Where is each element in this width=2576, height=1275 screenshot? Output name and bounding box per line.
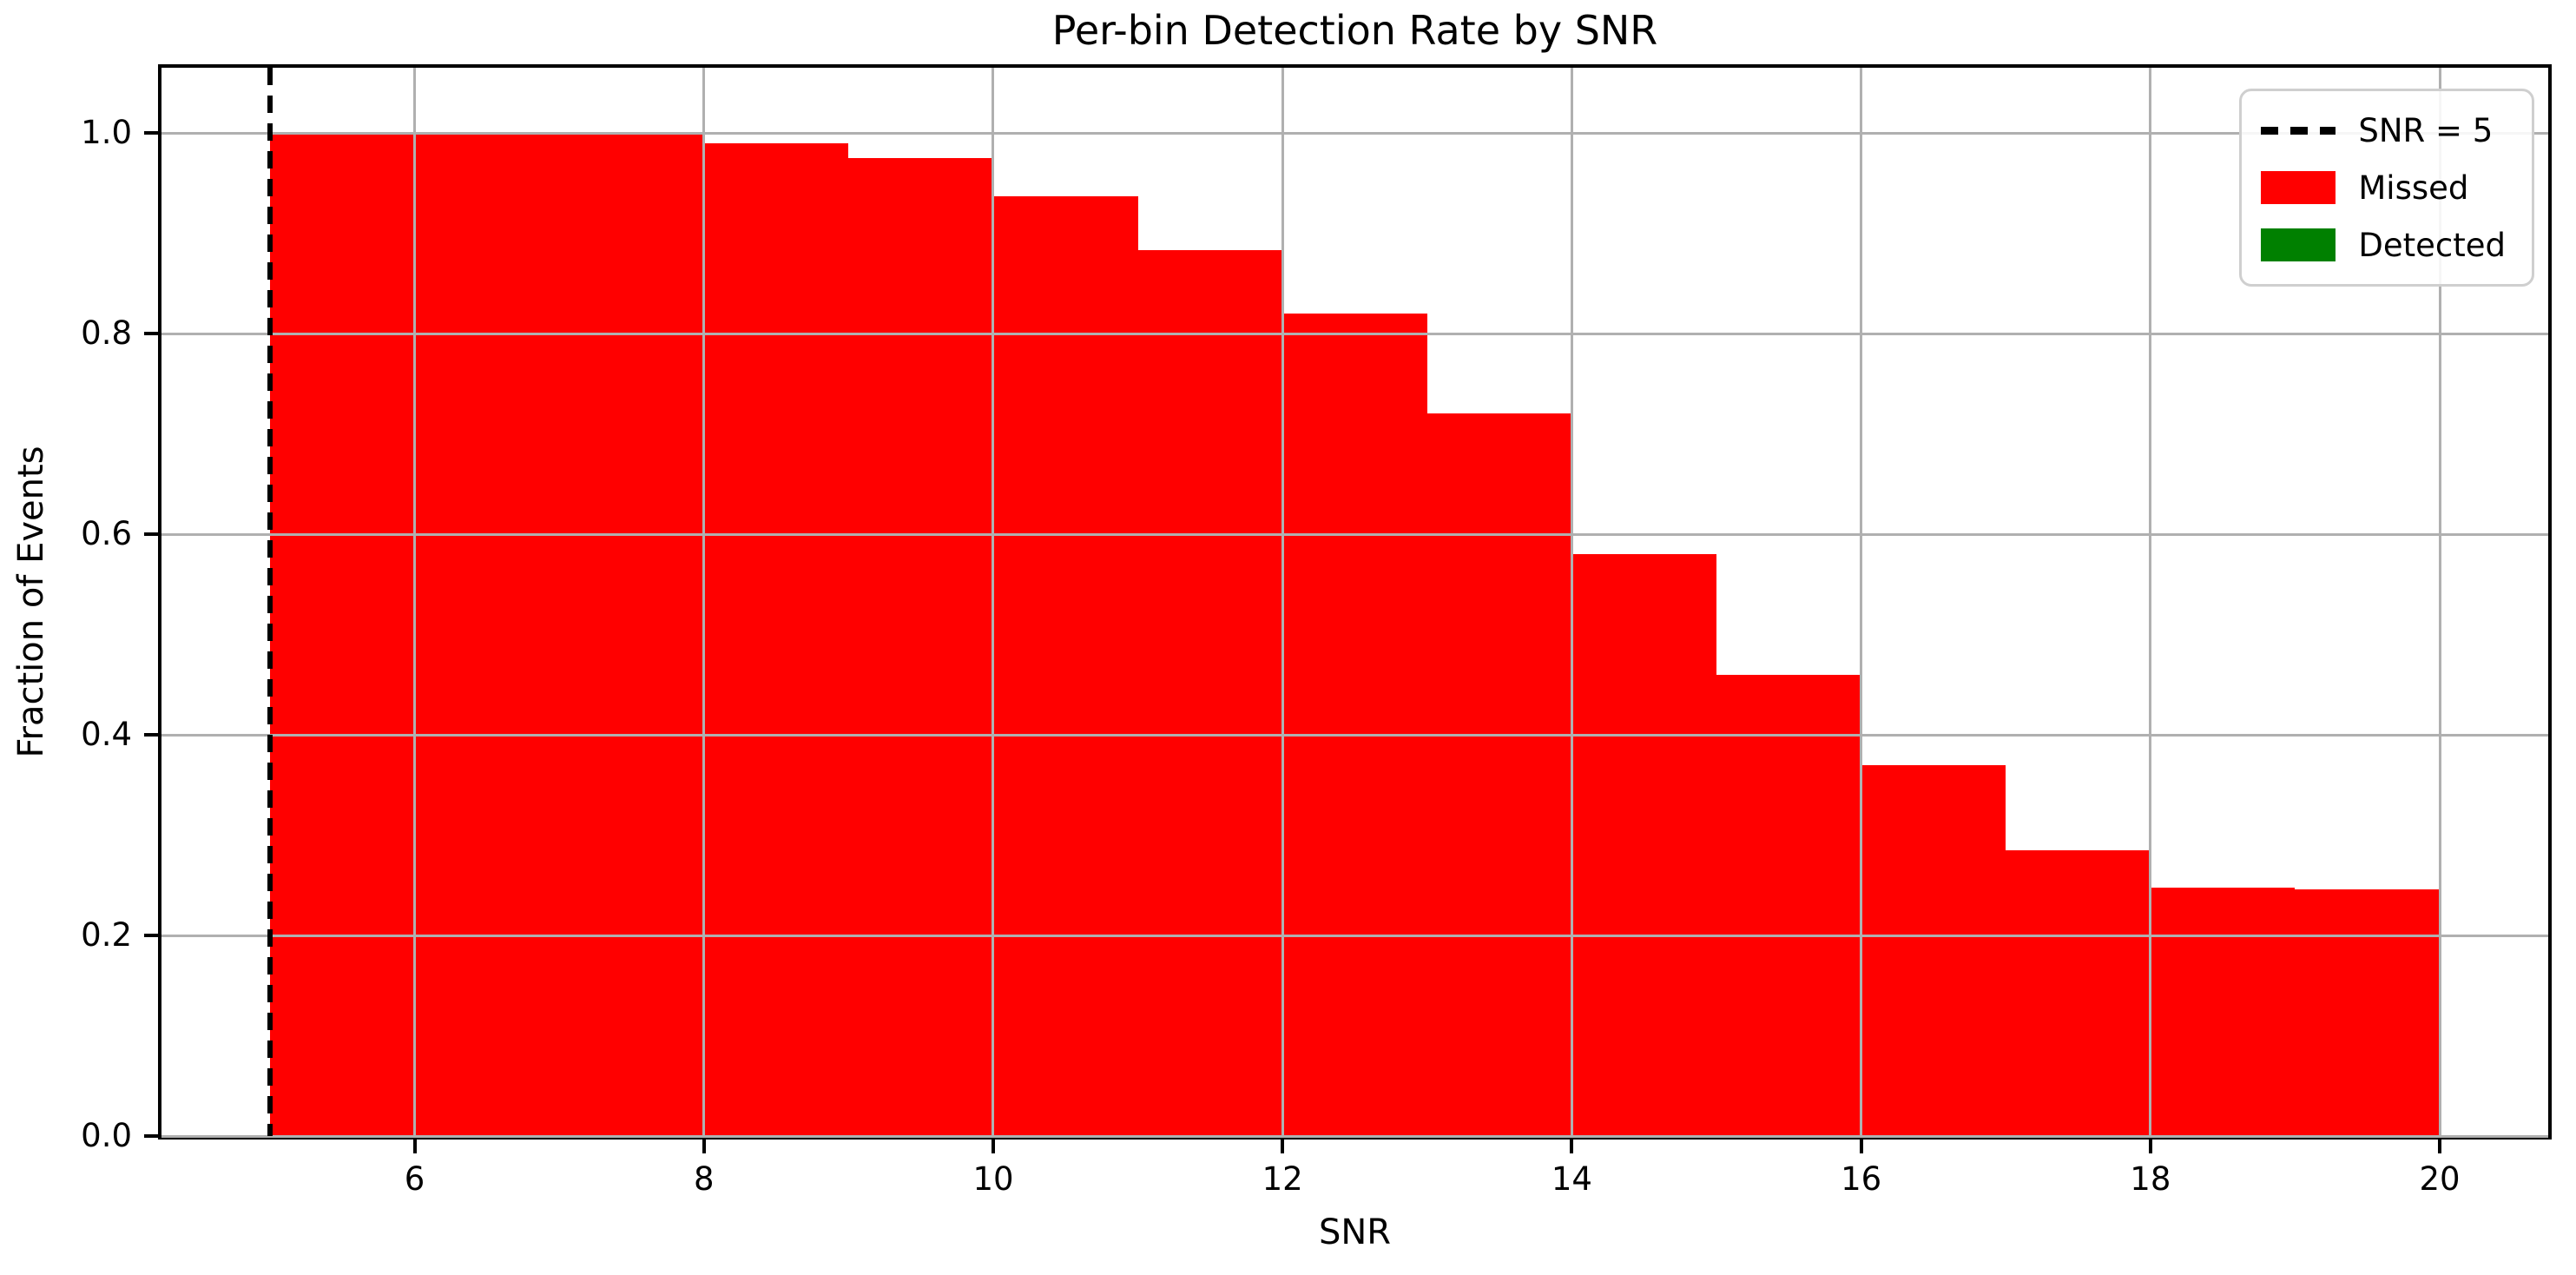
snr-threshold-line xyxy=(267,68,273,1136)
y-tick-label: 0.0 xyxy=(81,1117,132,1154)
x-tick-label: 8 xyxy=(693,1160,715,1198)
x-gridline xyxy=(992,68,995,1136)
histogram-bar-missed xyxy=(1426,413,1572,1136)
x-tick-label: 10 xyxy=(972,1160,1014,1198)
y-gridline xyxy=(161,733,2548,737)
y-tick-label: 0.2 xyxy=(81,916,132,954)
x-tick-label: 18 xyxy=(2130,1160,2171,1198)
y-gridline xyxy=(161,1134,2548,1138)
histogram-bar-missed xyxy=(2006,849,2151,1136)
x-tick-mark xyxy=(2148,1140,2152,1153)
y-gridline xyxy=(161,332,2548,335)
legend-item-snr5: SNR = 5 xyxy=(2261,107,2506,154)
y-tick-mark xyxy=(144,1134,158,1138)
y-gridline xyxy=(161,934,2548,937)
y-tick-label: 0.8 xyxy=(81,314,132,353)
x-gridline xyxy=(1281,68,1284,1136)
histogram-bar-missed xyxy=(414,133,560,1136)
x-tick-mark xyxy=(1570,1140,1574,1153)
x-tick-label: 14 xyxy=(1551,1160,1592,1198)
histogram-bar-missed xyxy=(1861,764,2006,1136)
y-gridline xyxy=(161,131,2548,135)
y-tick-mark xyxy=(144,532,158,537)
y-tick-mark xyxy=(144,934,158,937)
histogram-bar-missed xyxy=(992,195,1138,1136)
legend-item-detected: Detected xyxy=(2261,221,2506,268)
grid-layer xyxy=(161,68,2548,1138)
histogram-bar-missed xyxy=(1282,313,1427,1136)
legend-item-missed: Missed xyxy=(2261,164,2506,211)
y-tick-label: 0.4 xyxy=(81,716,132,754)
x-tick-label: 20 xyxy=(2419,1160,2461,1198)
dashed-line-swatch xyxy=(2261,126,2336,135)
histogram-bar-missed xyxy=(559,135,704,1136)
plot-area: SNR = 5 Missed Detected xyxy=(158,64,2552,1140)
x-axis-label: SNR xyxy=(1318,1212,1392,1252)
histogram-bar-missed xyxy=(703,142,849,1136)
histogram-bar-missed xyxy=(269,133,415,1136)
x-tick-mark xyxy=(991,1140,995,1153)
x-gridline xyxy=(1860,68,1863,1136)
x-gridline xyxy=(2149,68,2152,1136)
missed-swatch xyxy=(2261,171,2336,204)
legend-label: SNR = 5 xyxy=(2358,111,2494,149)
x-tick-mark xyxy=(412,1140,417,1153)
y-tick-mark xyxy=(144,131,158,135)
legend-label: Missed xyxy=(2358,168,2469,207)
histogram-bar-missed xyxy=(1137,250,1283,1136)
x-tick-label: 16 xyxy=(1841,1160,1882,1198)
x-tick-mark xyxy=(1281,1140,1285,1153)
x-tick-mark xyxy=(1859,1140,1863,1153)
y-tick-mark xyxy=(144,332,158,336)
x-tick-mark xyxy=(2438,1140,2442,1153)
y-axis-label: Fraction of Events xyxy=(11,446,51,758)
y-tick-label: 1.0 xyxy=(81,114,132,152)
y-gridline xyxy=(161,532,2548,536)
histogram-bar-missed xyxy=(848,157,993,1136)
x-gridline xyxy=(2438,68,2441,1136)
histogram-bar-missed xyxy=(2150,887,2296,1136)
histogram-bar-missed xyxy=(2295,889,2441,1136)
y-tick-label: 0.6 xyxy=(81,515,132,553)
x-gridline xyxy=(1570,68,1573,1136)
histogram-bar-missed xyxy=(1571,554,1716,1136)
x-gridline xyxy=(702,68,706,1136)
legend-label: Detected xyxy=(2358,226,2506,264)
x-tick-label: 12 xyxy=(1262,1160,1303,1198)
chart-title: Per-bin Detection Rate by SNR xyxy=(1051,7,1658,54)
x-tick-label: 6 xyxy=(404,1160,425,1198)
detected-swatch xyxy=(2261,228,2336,261)
y-tick-mark xyxy=(144,733,158,737)
x-tick-mark xyxy=(702,1140,706,1153)
bars-layer xyxy=(161,68,2548,1136)
legend: SNR = 5 Missed Detected xyxy=(2239,89,2534,287)
x-gridline xyxy=(413,68,417,1136)
histogram-bar-missed xyxy=(1716,674,1861,1136)
